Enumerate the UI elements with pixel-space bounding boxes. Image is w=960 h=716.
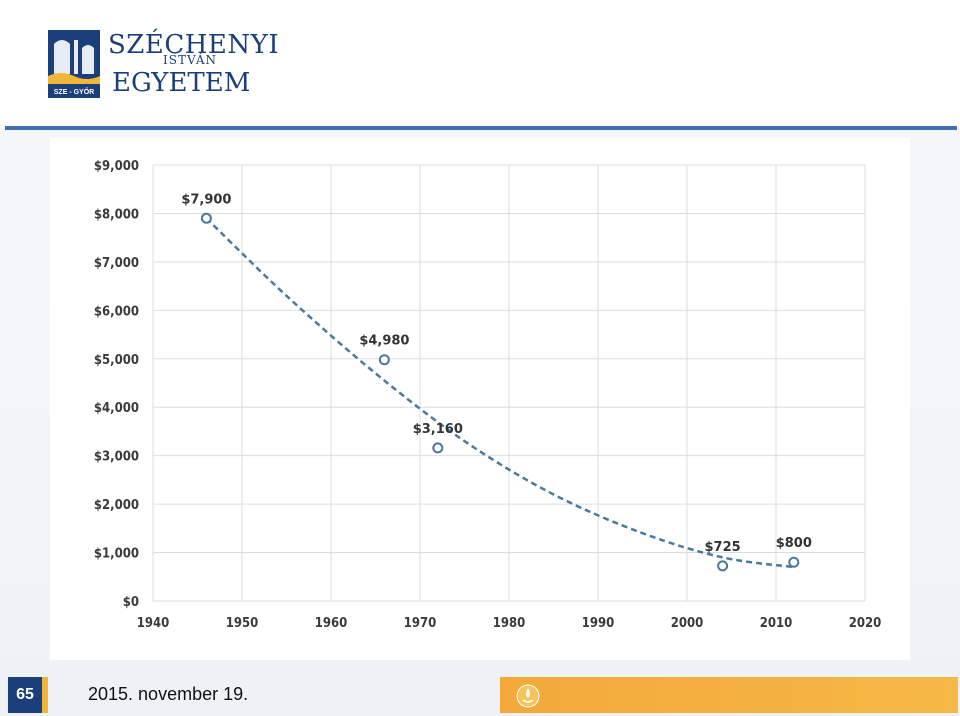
logo-line-szechenyi: SZÉCHENYI — [108, 30, 280, 60]
y-tick-label: $5,000 — [94, 353, 139, 368]
chart-panel: $0 $1,000 $2,000 $3,000 $4,000 $5,000 $6,000 $7… — [50, 138, 910, 660]
x-axis-ticks: 1940 1950 1960 1970 1980 1990 2000 2010 2020 — [137, 616, 882, 631]
data-label: $4,980 — [359, 334, 409, 349]
y-tick-label: $0 — [123, 595, 139, 610]
data-point — [200, 212, 212, 224]
page-number-accent — [42, 677, 48, 713]
y-tick-label: $6,000 — [94, 304, 139, 319]
x-tick-label: 2010 — [760, 616, 793, 631]
data-labels: $7,900 $4,980 $3,160 $725 $800 — [181, 192, 812, 555]
logo-line-egyetem: EGYETEM — [112, 68, 251, 98]
y-tick-label: $7,000 — [94, 256, 139, 271]
trendline — [205, 217, 794, 569]
data-label: $3,160 — [413, 422, 463, 437]
university-logo[interactable]: SZE - GYŐR SZÉCHENYI ISTVÁN EGYETEM — [48, 30, 308, 100]
data-points — [200, 212, 800, 572]
data-label: $7,900 — [181, 192, 231, 207]
x-tick-label: 1940 — [137, 616, 170, 631]
y-tick-label: $9,000 — [94, 159, 139, 174]
x-tick-label: 1950 — [226, 616, 259, 631]
x-tick-label: 1980 — [493, 616, 526, 631]
x-tick-label: 2000 — [671, 616, 704, 631]
logo-badge-text: SZE - GYŐR — [54, 87, 94, 96]
logo-emblem-icon: SZE - GYŐR — [48, 30, 100, 98]
logo-wordmark: SZÉCHENYI ISTVÁN EGYETEM — [108, 30, 338, 100]
y-tick-label: $3,000 — [94, 450, 139, 465]
x-tick-label: 1970 — [404, 616, 437, 631]
data-point — [378, 354, 390, 366]
header: SZE - GYŐR SZÉCHENYI ISTVÁN EGYETEM — [0, 0, 960, 128]
grid — [152, 164, 866, 602]
footer-accent-bar — [500, 677, 958, 713]
x-tick-label: 1990 — [582, 616, 615, 631]
logo-line-istvan: ISTVÁN — [163, 53, 217, 67]
page-number: 65 — [8, 677, 42, 713]
data-point — [788, 556, 800, 568]
y-tick-label: $1,000 — [94, 547, 139, 562]
data-point — [432, 442, 444, 454]
scatter-chart: $0 $1,000 $2,000 $3,000 $4,000 $5,000 $6,000 $7… — [94, 159, 882, 631]
data-label: $725 — [705, 540, 741, 555]
y-axis-ticks: $0 $1,000 $2,000 $3,000 $4,000 $5,000 $6,000 $7… — [94, 159, 139, 610]
data-label: $800 — [776, 536, 812, 551]
y-tick-label: $2,000 — [94, 498, 139, 513]
footer-date: 2015. november 19. — [88, 684, 249, 704]
flame-emblem-icon — [516, 684, 540, 708]
y-tick-label: $8,000 — [94, 207, 139, 222]
x-tick-label: 1960 — [315, 616, 348, 631]
data-point — [717, 560, 729, 572]
y-tick-label: $4,000 — [94, 401, 139, 416]
x-tick-label: 2020 — [849, 616, 882, 631]
header-divider — [5, 126, 957, 130]
